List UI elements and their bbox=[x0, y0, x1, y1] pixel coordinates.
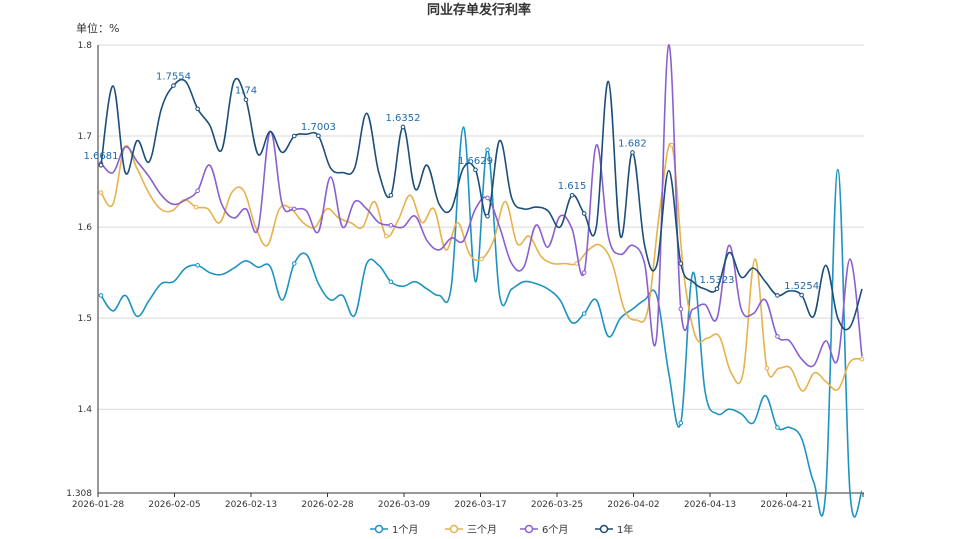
data-point[interactable] bbox=[485, 213, 490, 219]
legend-item-2[interactable]: 6个月 bbox=[520, 524, 568, 536]
data-point[interactable] bbox=[291, 261, 297, 266]
y-tick-label: 1.8 bbox=[78, 41, 93, 51]
labeled-point[interactable] bbox=[473, 167, 478, 173]
data-point[interactable] bbox=[195, 188, 200, 193]
series-line-3 bbox=[100, 77, 863, 331]
labeled-point[interactable] bbox=[98, 162, 104, 168]
x-tick-label: 2026-04-21 bbox=[760, 500, 812, 510]
data-point[interactable] bbox=[485, 147, 490, 153]
data-point[interactable] bbox=[678, 261, 684, 266]
data-label: 1.6629 bbox=[458, 156, 493, 167]
legend-label: 1个月 bbox=[392, 524, 418, 536]
legend-item-1[interactable]: 三个月 bbox=[445, 524, 497, 536]
labeled-point[interactable] bbox=[799, 292, 804, 298]
x-tick-label: 2026-02-05 bbox=[148, 500, 200, 510]
data-point[interactable] bbox=[195, 106, 200, 112]
unit-label: 单位：% bbox=[76, 21, 119, 35]
data-point[interactable] bbox=[291, 206, 297, 212]
data-point[interactable] bbox=[581, 311, 587, 316]
series-line-0 bbox=[100, 126, 863, 518]
data-point[interactable] bbox=[479, 256, 484, 262]
x-tick-label: 2026-03-17 bbox=[454, 500, 506, 510]
legend-item-3[interactable]: 1年 bbox=[595, 523, 633, 536]
x-tick-label: 2026-03-25 bbox=[531, 500, 583, 510]
data-label: 1.6352 bbox=[385, 113, 420, 124]
legend-marker-icon bbox=[599, 524, 609, 534]
data-point[interactable] bbox=[384, 233, 389, 239]
data-point[interactable] bbox=[678, 306, 684, 312]
data-point[interactable] bbox=[775, 293, 780, 298]
y-tick-label: 1.5 bbox=[78, 314, 92, 324]
data-point[interactable] bbox=[764, 365, 770, 371]
data-point[interactable] bbox=[388, 222, 394, 228]
data-labels: 1.6681 1.7554 1.74 1.7003 1.6352 1.6629 1.615 1… bbox=[84, 72, 819, 298]
labeled-point[interactable] bbox=[243, 97, 249, 102]
data-point[interactable] bbox=[388, 192, 394, 198]
data-point[interactable] bbox=[669, 142, 675, 148]
y-tick-label: 1.7 bbox=[78, 132, 92, 142]
series-line-1 bbox=[100, 142, 863, 392]
data-point[interactable] bbox=[98, 190, 104, 195]
data-point[interactable] bbox=[291, 133, 297, 139]
labeled-point[interactable] bbox=[569, 192, 575, 198]
legend-item-0[interactable]: 1个月 bbox=[370, 524, 418, 536]
labeled-point[interactable] bbox=[630, 150, 635, 155]
data-point[interactable] bbox=[678, 420, 684, 426]
data-label: 1.5323 bbox=[700, 275, 735, 286]
x-tick-label: 2026-04-13 bbox=[684, 500, 736, 510]
data-label: 1.7554 bbox=[156, 72, 191, 83]
legend-label: 6个月 bbox=[542, 524, 568, 536]
legend-marker-icon bbox=[524, 524, 534, 534]
data-point[interactable] bbox=[388, 279, 394, 285]
data-label: 1.5254 bbox=[784, 281, 819, 292]
data-point[interactable] bbox=[581, 211, 587, 216]
data-point[interactable] bbox=[485, 195, 490, 201]
chart-title: 同业存单发行利率 bbox=[427, 2, 531, 18]
data-point[interactable] bbox=[193, 204, 199, 210]
data-point[interactable] bbox=[98, 293, 104, 298]
data-label: 1.615 bbox=[558, 181, 587, 192]
data-label: 1.682 bbox=[618, 138, 647, 149]
y-tick-label: 1.4 bbox=[78, 405, 93, 415]
data-point[interactable] bbox=[195, 263, 200, 268]
data-point[interactable] bbox=[775, 334, 780, 339]
x-tick-label: 2026-01-28 bbox=[72, 500, 125, 510]
data-label: 1.6681 bbox=[84, 151, 119, 162]
labeled-point[interactable] bbox=[400, 124, 406, 130]
data-label: 1.7003 bbox=[301, 122, 336, 133]
series-lines bbox=[98, 44, 865, 518]
data-point[interactable] bbox=[859, 356, 865, 362]
labeled-point[interactable] bbox=[171, 83, 176, 88]
axes: 1.308 1.4 1.5 1.6 1.7 1.8 2026-01-28 2026-02-05… bbox=[66, 41, 864, 510]
series-line-2 bbox=[100, 44, 863, 368]
legend-label: 三个月 bbox=[467, 524, 497, 536]
data-label: 1.74 bbox=[235, 86, 257, 97]
y-tick-label: 1.308 bbox=[66, 489, 92, 499]
labeled-point[interactable] bbox=[714, 286, 720, 292]
x-tick-label: 2026-02-13 bbox=[225, 500, 277, 510]
legend-marker-icon bbox=[374, 524, 384, 534]
data-point[interactable] bbox=[581, 270, 587, 275]
legend[interactable]: 1个月 三个月 6个月 1年 bbox=[370, 523, 633, 536]
labeled-point[interactable] bbox=[316, 133, 321, 139]
x-tick-label: 2026-03-09 bbox=[378, 500, 431, 510]
x-tick-label: 2026-02-28 bbox=[301, 500, 354, 510]
legend-marker-icon bbox=[449, 524, 459, 534]
data-point[interactable] bbox=[775, 425, 780, 430]
x-tick-label: 2026-04-02 bbox=[607, 500, 659, 510]
y-tick-label: 1.6 bbox=[78, 223, 93, 233]
legend-label: 1年 bbox=[617, 523, 633, 536]
